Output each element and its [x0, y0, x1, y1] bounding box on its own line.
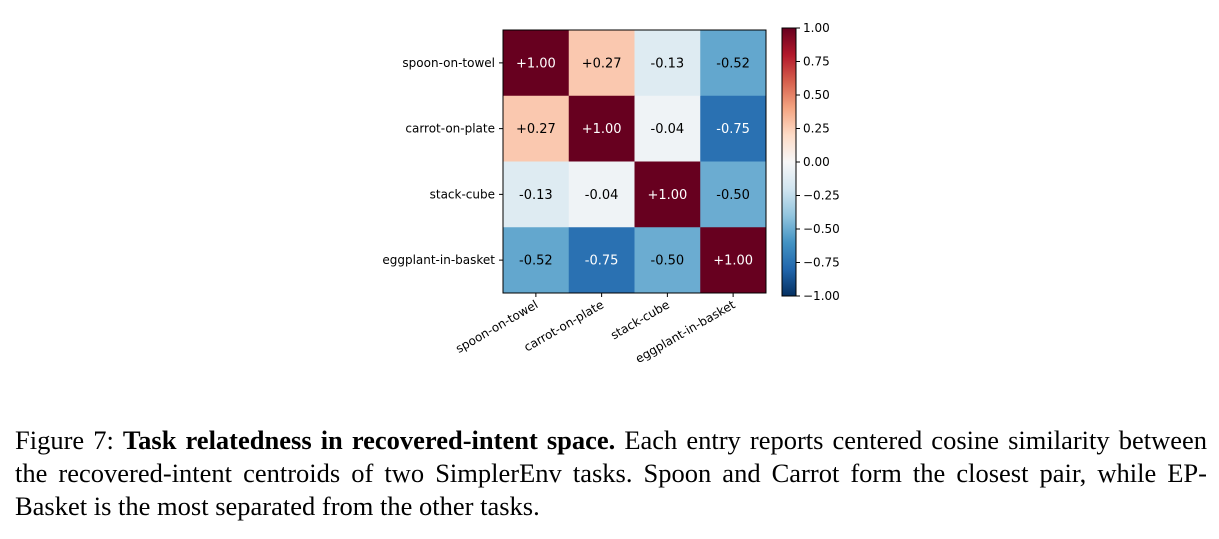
- colorbar-tick-label: −0.75: [803, 256, 840, 270]
- cell-value-label: +0.27: [516, 122, 556, 137]
- colorbar-tick-label: 0.75: [803, 55, 830, 69]
- cell-value-label: -0.50: [716, 188, 750, 203]
- y-axis-ticks: spoon-on-towel carrot-on-plate stack-cube e…: [382, 56, 503, 267]
- figure-caption: Figure 7: Task relatedness in recovered-…: [15, 424, 1207, 523]
- heatmap-cell: [568, 227, 635, 294]
- cell-value-label: +1.00: [582, 122, 622, 137]
- heatmap-cell: [568, 30, 635, 97]
- cell-value-label: +1.00: [516, 56, 556, 71]
- colorbar-tick-label: 1.00: [803, 21, 830, 35]
- cell-value-label: -0.75: [585, 254, 619, 269]
- heatmap-cell: [700, 95, 767, 162]
- heatmap-frame: [502, 29, 767, 294]
- heatmap-cell: [634, 161, 701, 228]
- heatmap-cell: [700, 30, 767, 97]
- cell-value-label: +1.00: [647, 188, 687, 203]
- heatmap-cell: [700, 227, 767, 294]
- heatmap-cell: [634, 30, 701, 97]
- heatmap-cell: [568, 161, 635, 228]
- colorbar-tick-label: −0.25: [803, 189, 840, 203]
- cell-value-label: -0.04: [585, 188, 619, 203]
- cell-value-label: -0.04: [651, 122, 685, 137]
- cell-value-label: -0.13: [651, 56, 685, 71]
- colorbar-tick-label: 0.50: [803, 88, 830, 102]
- heatmap-cell: [634, 95, 701, 162]
- colorbar-tick-label: 0.00: [803, 155, 830, 169]
- cell-value-label: -0.50: [651, 254, 685, 269]
- caption-title: Task relatedness in recovered-intent spa…: [122, 425, 616, 455]
- heatmap-cell: [634, 227, 701, 294]
- x-tick-label: stack-cube: [608, 297, 672, 342]
- cell-value-label: +1.00: [713, 254, 753, 269]
- y-tick-label: eggplant-in-basket: [382, 253, 495, 267]
- heatmap-cell: [503, 95, 570, 162]
- y-tick-label: carrot-on-plate: [405, 122, 495, 136]
- colorbar-tick-label: 0.25: [803, 122, 830, 136]
- cell-value-label: -0.52: [716, 56, 750, 71]
- caption-figure-label: Figure 7:: [15, 425, 114, 455]
- y-tick-label: spoon-on-towel: [402, 56, 495, 70]
- heatmap-chart: +1.00 +0.27 -0.13 -0.52 +0.27 +1.00 -0.04 -0.75…: [382, 21, 840, 366]
- colorbar-tick-label: −0.50: [803, 222, 840, 236]
- heatmap-cell: [568, 95, 635, 162]
- cell-value-label: -0.52: [519, 254, 553, 269]
- heatmap-cell: [503, 161, 570, 228]
- heatmap-cell: [503, 227, 570, 294]
- colorbar: 1.00 0.75 0.50 0.25 0.00 −0.25 −0.50 −0.75 −1.00: [781, 21, 840, 303]
- colorbar-gradient: [781, 27, 797, 297]
- heatmap-cell: [503, 30, 570, 97]
- cell-value-label: -0.75: [716, 122, 750, 137]
- colorbar-tick-label: −1.00: [803, 289, 840, 303]
- heatmap-cells: +1.00 +0.27 -0.13 -0.52 +0.27 +1.00 -0.04 -0.75…: [503, 30, 767, 294]
- cell-value-label: +0.27: [582, 56, 622, 71]
- heatmap-cell: [700, 161, 767, 228]
- y-tick-label: stack-cube: [430, 187, 495, 201]
- caption-body: Each entry reports centered cosine simil…: [15, 425, 1207, 521]
- cell-value-label: -0.13: [519, 188, 553, 203]
